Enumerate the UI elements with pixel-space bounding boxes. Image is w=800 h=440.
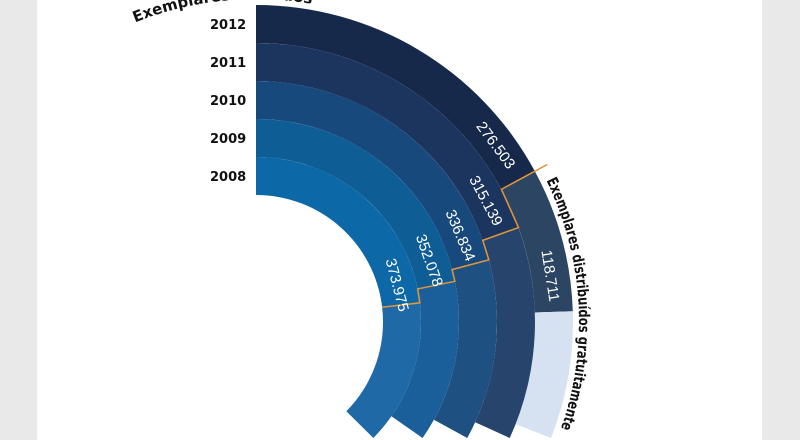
year-label-2009: 2009 (210, 132, 246, 147)
bar-other-2012 (515, 311, 573, 438)
year-label-2010: 2010 (210, 94, 246, 109)
bar-free-2011 (475, 227, 535, 438)
bar-free-2009 (391, 281, 459, 438)
bar-sold-2010 (256, 81, 489, 270)
bar-free-2012 (501, 171, 573, 313)
year-label-2008: 2008 (210, 170, 246, 185)
year-label-2012: 2012 (210, 18, 246, 33)
bar-sold-2008 (256, 157, 420, 308)
bar-sold-2009 (256, 119, 455, 289)
bar-sold-2012 (256, 5, 535, 190)
bar-free-2010 (433, 259, 498, 438)
bar-sold-2011 (256, 43, 519, 241)
year-label-2011: 2011 (210, 56, 246, 71)
radial-bar-chart: 2012276.503118.7112011315.1392010336.834… (130, 0, 593, 438)
bar-free-2008 (346, 302, 421, 438)
sold-free-divider-line (382, 163, 548, 308)
chart-page: 2012 276.503 118.711 2011 315.139 2010 336.834… (37, 0, 762, 440)
